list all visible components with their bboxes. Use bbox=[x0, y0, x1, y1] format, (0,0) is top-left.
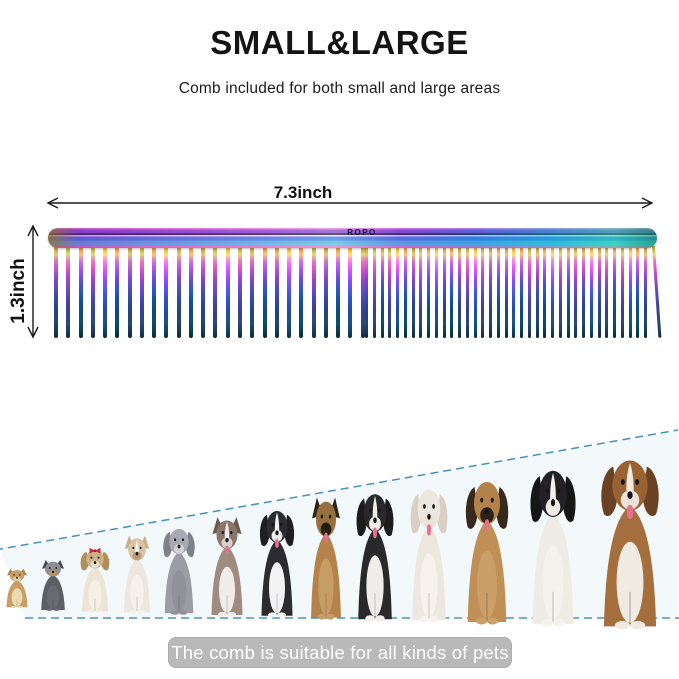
comb-tooth bbox=[411, 246, 415, 338]
comb-tooth bbox=[473, 246, 477, 338]
comb-tooth bbox=[582, 246, 585, 338]
comb-tooth bbox=[434, 246, 438, 338]
page-subtitle: Comb included for both small and large a… bbox=[178, 80, 501, 97]
caption-pill: The comb is suitable for all kinds of pe… bbox=[168, 637, 512, 668]
dog-french-bulldog bbox=[123, 535, 151, 614]
comb-teeth-wide bbox=[54, 246, 365, 338]
comb-tooth bbox=[176, 246, 181, 338]
dog-chihuahua bbox=[6, 568, 28, 608]
comb-tooth bbox=[360, 246, 365, 338]
comb-tooth bbox=[66, 246, 71, 338]
comb-tooth bbox=[262, 246, 267, 338]
comb-tooth bbox=[348, 246, 353, 338]
comb-tooth bbox=[152, 246, 157, 338]
comb-tooth bbox=[644, 246, 647, 338]
comb-tooth bbox=[504, 246, 508, 338]
dog-shih-tzu bbox=[80, 547, 110, 613]
comb-spine bbox=[48, 228, 657, 248]
comb-tooth bbox=[496, 246, 500, 338]
comb-tooth bbox=[103, 246, 108, 338]
comb-tooth bbox=[558, 246, 562, 338]
comb-tooth bbox=[613, 246, 616, 338]
comb-tooth bbox=[237, 246, 242, 338]
comb-tooth bbox=[512, 246, 516, 338]
comb-tooth bbox=[388, 246, 392, 338]
dog-english-mastiff bbox=[465, 482, 509, 625]
dog-greater-swiss-mountain-dog bbox=[356, 494, 394, 622]
comb-tooth bbox=[90, 246, 95, 338]
comb-tooth bbox=[115, 246, 120, 338]
comb-tooth bbox=[442, 246, 446, 338]
comb-tooth bbox=[465, 246, 469, 338]
page-title: SMALL&LARGE bbox=[210, 24, 469, 61]
comb-tooth bbox=[274, 246, 279, 338]
comb-tooth bbox=[636, 246, 640, 338]
comb-teeth bbox=[54, 245, 662, 338]
comb-tooth bbox=[139, 246, 144, 338]
caption-text: The comb is suitable for all kinds of pe… bbox=[171, 641, 509, 663]
comb-tooth bbox=[78, 246, 83, 338]
comb-tooth bbox=[527, 246, 531, 338]
width-dimension-label: 7.3inch bbox=[273, 183, 333, 202]
comb-tooth bbox=[543, 246, 547, 338]
comb-tooth bbox=[336, 246, 341, 338]
comb-tooth bbox=[551, 246, 554, 338]
comb-tooth bbox=[458, 246, 461, 338]
comb-tooth bbox=[620, 246, 624, 338]
comb-tooth bbox=[225, 246, 230, 338]
comb-tooth bbox=[201, 246, 206, 338]
comb-tooth bbox=[419, 246, 423, 338]
comb-tooth bbox=[299, 246, 304, 338]
comb-tooth bbox=[372, 246, 376, 338]
comb-tooth bbox=[566, 246, 570, 338]
comb-tooth bbox=[250, 246, 255, 338]
dog-shetland-sheepdog bbox=[211, 517, 243, 617]
comb-tooth bbox=[365, 246, 368, 338]
dog-yorkshire-terrier bbox=[41, 560, 65, 611]
comb-tooth bbox=[605, 246, 609, 338]
dog-belgian-malinois bbox=[311, 497, 341, 620]
comb-tooth bbox=[323, 246, 328, 338]
comb-tooth bbox=[450, 246, 454, 338]
comb-tooth bbox=[520, 246, 523, 338]
comb-tooth bbox=[380, 246, 384, 338]
comb-tooth bbox=[213, 246, 218, 338]
comb-tooth bbox=[311, 246, 316, 338]
comb-teeth-fine bbox=[365, 245, 662, 338]
comb-tooth bbox=[396, 246, 399, 338]
comb-tooth bbox=[535, 246, 539, 338]
comb-tooth bbox=[628, 246, 632, 338]
dog-landseer-newfoundland bbox=[530, 470, 576, 627]
comb-tooth bbox=[427, 246, 430, 338]
comb-tooth bbox=[188, 246, 193, 338]
comb-tooth bbox=[481, 246, 485, 338]
comb-tooth bbox=[489, 246, 492, 338]
comb-brand-text: ROPO bbox=[347, 228, 377, 237]
comb-tooth bbox=[574, 246, 578, 338]
comb-tooth bbox=[403, 246, 407, 338]
comb-tooth bbox=[597, 246, 601, 338]
comb-tooth bbox=[589, 246, 593, 338]
dog-border-collie bbox=[259, 511, 295, 618]
dog-saint-bernard bbox=[601, 460, 659, 630]
dog-american-bulldog bbox=[410, 489, 448, 623]
comb-tooth bbox=[164, 246, 169, 338]
dog-miniature-schnauzer bbox=[163, 528, 195, 615]
comb-tooth bbox=[287, 246, 292, 338]
comb-tooth bbox=[127, 246, 132, 338]
comb-tooth bbox=[54, 246, 58, 338]
